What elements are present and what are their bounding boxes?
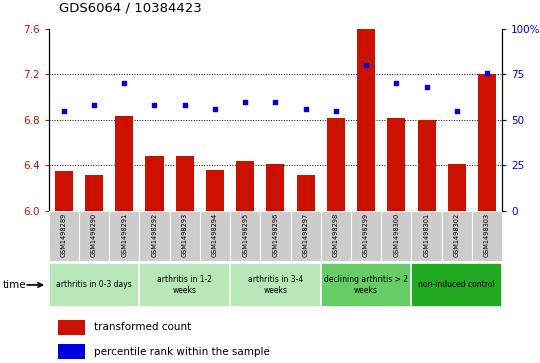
Text: non-induced control: non-induced control	[418, 281, 495, 289]
Text: GSM1498297: GSM1498297	[302, 213, 309, 257]
Bar	[296, 175, 315, 211]
Bar	[79, 211, 109, 261]
Bar	[230, 263, 321, 307]
Bar	[200, 211, 230, 261]
Text: GSM1498302: GSM1498302	[454, 213, 460, 257]
Point	[241, 99, 249, 105]
Bar	[109, 211, 139, 261]
Bar	[236, 160, 254, 211]
Text: GSM1498300: GSM1498300	[393, 213, 400, 257]
Point	[271, 99, 280, 105]
Bar	[85, 175, 103, 211]
Point	[90, 102, 98, 108]
Text: GSM1498292: GSM1498292	[151, 213, 158, 257]
Bar	[448, 164, 466, 211]
Point	[120, 81, 129, 86]
Text: GSM1498294: GSM1498294	[212, 213, 218, 257]
Bar	[49, 263, 139, 307]
Bar	[115, 117, 133, 211]
Bar	[478, 74, 496, 211]
Text: percentile rank within the sample: percentile rank within the sample	[94, 347, 270, 357]
Bar	[55, 171, 73, 211]
Text: GSM1498296: GSM1498296	[272, 213, 279, 257]
Bar	[206, 170, 224, 211]
Point	[453, 108, 461, 114]
Point	[211, 106, 219, 112]
Point	[150, 102, 159, 108]
Bar	[357, 29, 375, 211]
Text: arthritis in 0-3 days: arthritis in 0-3 days	[56, 281, 132, 289]
Text: GSM1498301: GSM1498301	[423, 213, 430, 257]
Bar	[472, 211, 502, 261]
Bar	[411, 263, 502, 307]
Bar	[170, 211, 200, 261]
Text: GSM1498295: GSM1498295	[242, 213, 248, 257]
Point	[59, 108, 68, 114]
Bar	[327, 118, 345, 211]
Bar	[417, 120, 436, 211]
Bar	[387, 118, 406, 211]
Text: declining arthritis > 2
weeks: declining arthritis > 2 weeks	[324, 275, 408, 295]
Text: GSM1498289: GSM1498289	[60, 213, 67, 257]
Bar	[58, 344, 85, 359]
Point	[483, 70, 491, 76]
Point	[180, 102, 189, 108]
Bar	[381, 211, 411, 261]
Text: GSM1498303: GSM1498303	[484, 213, 490, 257]
Bar	[260, 211, 291, 261]
Bar	[411, 211, 442, 261]
Bar	[139, 211, 170, 261]
Text: GSM1498298: GSM1498298	[333, 213, 339, 257]
Bar	[442, 211, 472, 261]
Text: GSM1498290: GSM1498290	[91, 213, 97, 257]
Bar	[58, 320, 85, 335]
Bar	[291, 211, 321, 261]
Text: arthritis in 1-2
weeks: arthritis in 1-2 weeks	[157, 275, 212, 295]
Bar	[230, 211, 260, 261]
Bar	[321, 211, 351, 261]
Point	[301, 106, 310, 112]
Text: transformed count: transformed count	[94, 322, 191, 332]
Point	[422, 84, 431, 90]
Bar	[49, 211, 79, 261]
Text: GDS6064 / 10384423: GDS6064 / 10384423	[59, 1, 202, 15]
Text: GSM1498293: GSM1498293	[181, 213, 188, 257]
Text: arthritis in 3-4
weeks: arthritis in 3-4 weeks	[248, 275, 303, 295]
Point	[332, 108, 340, 114]
Bar	[266, 164, 285, 211]
Bar	[139, 263, 230, 307]
Bar	[145, 156, 164, 211]
Bar	[321, 263, 411, 307]
Point	[362, 62, 370, 68]
Bar	[351, 211, 381, 261]
Text: GSM1498291: GSM1498291	[121, 213, 127, 257]
Point	[392, 81, 401, 86]
Text: GSM1498299: GSM1498299	[363, 213, 369, 257]
Bar	[176, 156, 194, 211]
Text: time: time	[3, 280, 26, 290]
